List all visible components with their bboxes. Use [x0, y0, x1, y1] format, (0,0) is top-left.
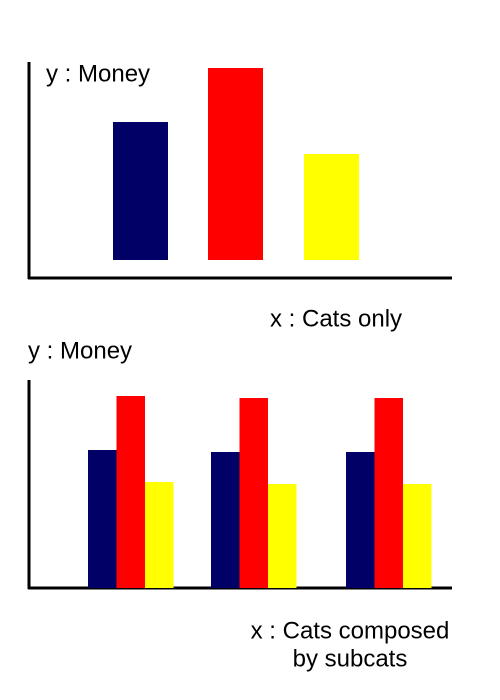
bar [374, 398, 403, 588]
bar [403, 484, 432, 588]
y-axis-label: y : Money [28, 337, 132, 364]
bar [116, 396, 145, 588]
x-axis-label: by subcats [293, 645, 408, 672]
y-axis-label: y : Money [46, 60, 150, 87]
bar [211, 452, 240, 588]
x-axis-label: x : Cats only [270, 305, 402, 332]
bar [239, 398, 268, 588]
bar [145, 482, 174, 588]
bar [113, 122, 168, 260]
bar [268, 484, 297, 588]
bar [88, 450, 117, 588]
bar [346, 452, 375, 588]
x-axis-label: x : Cats composed [251, 617, 450, 644]
bar [208, 68, 263, 260]
bar [304, 154, 359, 260]
